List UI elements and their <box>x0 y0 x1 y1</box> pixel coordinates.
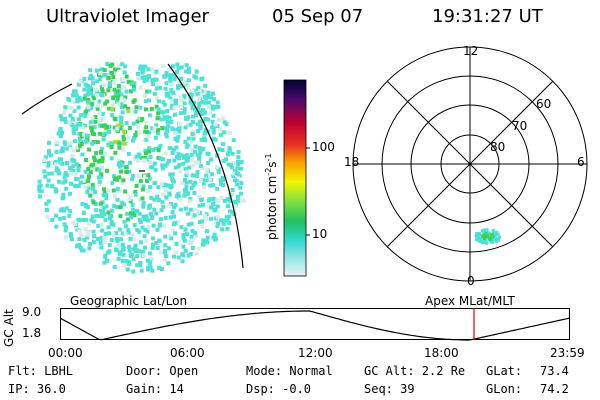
glon-label: GLon: <box>486 382 523 396</box>
gc-alt-axis-label: GC Alt <box>2 309 16 347</box>
colorbar <box>283 79 310 277</box>
date-label: 05 Sep 07 <box>272 6 364 27</box>
polar-diagonal-2 <box>386 80 554 248</box>
earth-limb-arc-left <box>21 83 73 115</box>
filter-status: Flt: LBHL <box>8 364 74 378</box>
apex-mlat-mlt-title: Apex MLat/MLT <box>425 294 515 308</box>
orbit-altitude-plot <box>59 308 571 341</box>
door-status: Door: Open <box>126 364 199 378</box>
earth-limb-arc-right <box>167 63 244 269</box>
ip-status: IP: 36.0 <box>8 382 66 396</box>
colorbar-unit-label: photon cm-2s-1 <box>264 153 279 240</box>
time-tick-0600: 06:00 <box>170 346 205 360</box>
time-label: 19:31:27 UT <box>432 6 543 27</box>
mlt-label-0: 0 <box>467 274 475 288</box>
unit-photon-cm: photon cm <box>265 175 279 240</box>
time-tick-1200: 12:00 <box>298 346 333 360</box>
unit-exp-s: -1 <box>264 153 273 162</box>
gc-alt-max-label: 9.0 <box>22 305 42 319</box>
aurora-pixel-field <box>37 62 246 274</box>
colorbar-tick-label-100: 100 <box>312 140 335 154</box>
gc-alt-min-label: 1.8 <box>22 326 42 340</box>
seq-status: Seq: 39 <box>364 382 415 396</box>
colorbar-gradient <box>283 79 307 277</box>
dsp-status: Dsp: -0.0 <box>246 382 312 396</box>
polar-mlat-mlt-plot <box>352 46 588 282</box>
gain-status: Gain: 14 <box>126 382 184 396</box>
mlt-label-12: 12 <box>463 44 479 58</box>
geographic-auroral-image <box>21 62 246 274</box>
gc-alt-status: GC Alt: 2.2 Re <box>364 364 466 378</box>
geographic-latlon-title: Geographic Lat/Lon <box>70 294 188 308</box>
mode-status: Mode: Normal <box>246 364 333 378</box>
glat-value: 73.4 <box>540 364 569 378</box>
unit-exp-cm: -2 <box>264 167 273 176</box>
glon-value: 74.2 <box>540 382 569 396</box>
mlt-label-18: 18 <box>344 155 360 169</box>
mlt-label-6: 6 <box>577 155 585 169</box>
time-tick-0000: 00:00 <box>48 346 83 360</box>
time-tick-1800: 18:00 <box>424 346 459 360</box>
orbit-plot-frame <box>60 308 570 340</box>
unit-s: s <box>265 161 279 168</box>
colorbar-tick-label-10: 10 <box>312 227 328 241</box>
lat-label-80: 80 <box>490 140 506 154</box>
glat-label: GLat: <box>486 364 523 378</box>
instrument-title: Ultraviolet Imager <box>46 6 209 27</box>
aurora-spot <box>474 228 502 245</box>
time-tick-2359: 23:59 <box>550 346 585 360</box>
lat-label-70: 70 <box>512 119 528 133</box>
lat-label-60: 60 <box>536 97 552 111</box>
altitude-curve <box>59 310 571 341</box>
